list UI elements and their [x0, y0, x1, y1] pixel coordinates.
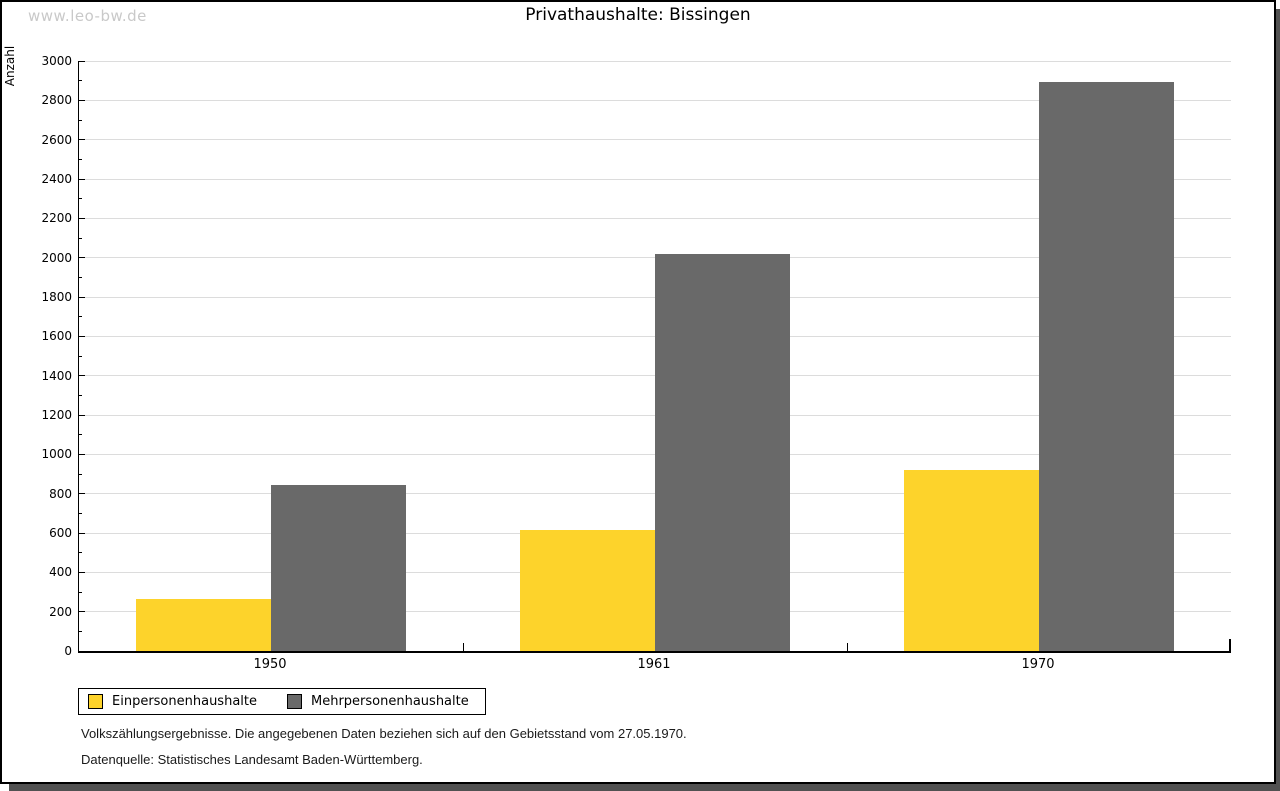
- footnote-census: Volkszählungsergebnisse. Die angegebenen…: [81, 726, 687, 741]
- y-tick-label-3000: 3000: [41, 54, 72, 68]
- y-minor-tick-1300: [79, 394, 82, 396]
- gridline-y-2400: [79, 178, 1231, 180]
- y-minor-tick-2100: [79, 237, 82, 239]
- y-tick-label-2200: 2200: [41, 211, 72, 226]
- bar-einpersonenhaushalte-1950: [136, 598, 271, 651]
- legend-label: Einpersonenhaushalte: [112, 694, 257, 709]
- y-major-tick-2000: [79, 257, 85, 259]
- y-tick-label-1600: 1600: [41, 329, 72, 344]
- y-minor-tick-300: [79, 591, 82, 593]
- y-minor-tick-2900: [79, 80, 82, 82]
- y-tick-label-1200: 1200: [41, 408, 72, 422]
- bar-mehrpersonenhaushalte-1950: [271, 484, 406, 651]
- y-minor-tick-2500: [79, 158, 82, 160]
- y-major-tick-400: [79, 571, 85, 573]
- y-tick-label-2800: 2800: [41, 93, 72, 108]
- x-boundary-tick-1: [463, 643, 464, 651]
- y-major-tick-1800: [79, 296, 85, 298]
- legend-item-einpersonenhaushalte: Einpersonenhaushalte: [88, 694, 257, 709]
- y-minor-tick-2300: [79, 198, 82, 200]
- y-tick-label-0: 0: [64, 644, 72, 658]
- y-tick-label-1000: 1000: [41, 447, 72, 462]
- y-minor-tick-100: [79, 630, 82, 632]
- legend-swatch-gray: [287, 694, 302, 709]
- y-tick-label-400: 400: [49, 565, 72, 580]
- x-tick-label-1950: 1950: [253, 657, 287, 672]
- y-major-tick-1000: [79, 453, 85, 455]
- y-major-tick-200: [79, 611, 85, 613]
- y-tick-label-800: 800: [49, 486, 72, 501]
- bar-mehrpersonenhaushalte-1961: [655, 253, 790, 651]
- footnote-source: Datenquelle: Statistisches Landesamt Bad…: [81, 752, 423, 767]
- bar-einpersonenhaushalte-1970: [904, 470, 1039, 651]
- chart-title: Privathaushalte: Bissingen: [525, 5, 751, 25]
- y-major-tick-1600: [79, 335, 85, 337]
- y-minor-tick-1500: [79, 355, 82, 357]
- legend-label: Mehrpersonenhaushalte: [311, 694, 469, 709]
- y-major-tick-3000: [79, 60, 85, 62]
- bar-einpersonenhaushalte-1961: [520, 530, 655, 651]
- y-tick-label-1800: 1800: [41, 290, 72, 304]
- y-major-tick-2400: [79, 178, 85, 180]
- x-tick-label-1961: 1961: [637, 657, 671, 672]
- y-tick-label-200: 200: [49, 604, 72, 619]
- watermark: www.leo-bw.de: [28, 7, 147, 25]
- x-axis-end-tick: [1229, 639, 1231, 651]
- y-major-tick-2600: [79, 139, 85, 141]
- x-boundary-tick-2: [847, 643, 848, 651]
- y-major-tick-2800: [79, 99, 85, 101]
- plot-area: [78, 60, 1231, 653]
- y-tick-label-2600: 2600: [41, 132, 72, 147]
- y-minor-tick-1700: [79, 316, 82, 318]
- y-tick-label-2400: 2400: [41, 172, 72, 186]
- x-tick-label-1970: 1970: [1021, 657, 1055, 672]
- y-major-tick-1200: [79, 414, 85, 416]
- legend-item-mehrpersonenhaushalte: Mehrpersonenhaushalte: [287, 694, 469, 709]
- y-minor-tick-2700: [79, 119, 82, 121]
- gridline-y-2800: [79, 99, 1231, 101]
- y-major-tick-2200: [79, 217, 85, 219]
- legend: Einpersonenhaushalte Mehrpersonenhaushal…: [78, 688, 486, 715]
- gridline-y-3000: [79, 60, 1231, 62]
- gridline-y-2200: [79, 217, 1231, 219]
- y-major-tick-1400: [79, 375, 85, 377]
- gridline-y-2600: [79, 139, 1231, 141]
- y-minor-tick-900: [79, 473, 82, 475]
- y-minor-tick-500: [79, 552, 82, 554]
- y-tick-label-1400: 1400: [41, 368, 72, 383]
- legend-swatch-yellow: [88, 694, 103, 709]
- y-minor-tick-1100: [79, 434, 82, 436]
- bar-mehrpersonenhaushalte-1970: [1039, 81, 1174, 651]
- y-tick-label-600: 600: [49, 526, 72, 540]
- y-minor-tick-1900: [79, 276, 82, 278]
- y-major-tick-800: [79, 493, 85, 495]
- y-minor-tick-700: [79, 512, 82, 514]
- y-axis-title: Anzahl: [3, 45, 17, 87]
- y-major-tick-600: [79, 532, 85, 534]
- y-tick-label-2000: 2000: [41, 250, 72, 265]
